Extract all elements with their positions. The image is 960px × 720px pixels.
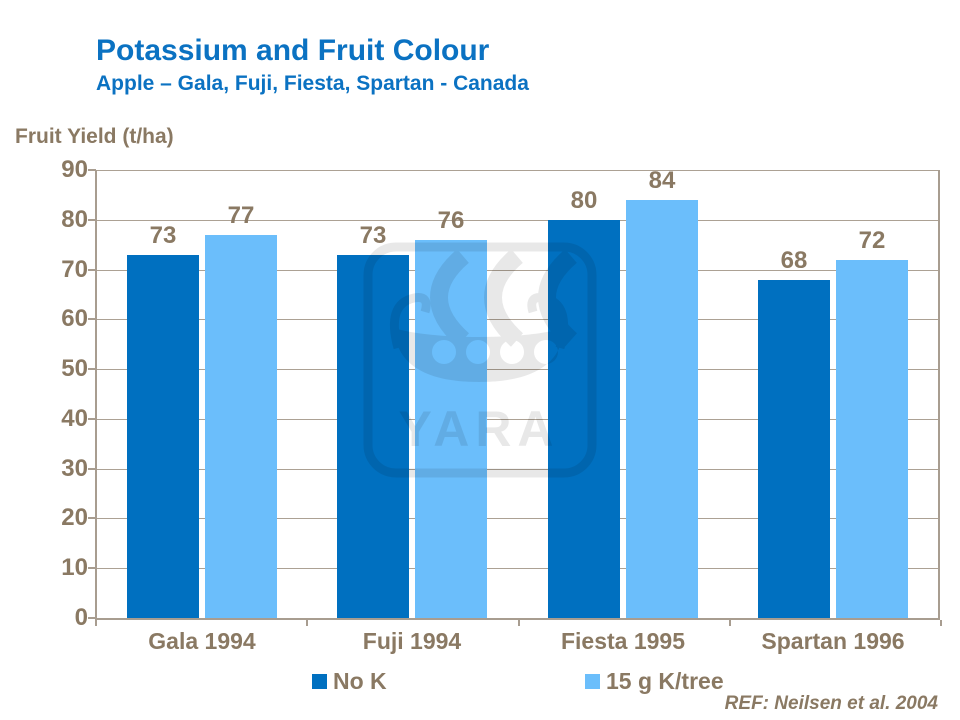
- gridline-50: [97, 369, 938, 370]
- legend-swatch-1: [312, 674, 327, 689]
- chart-title: Potassium and Fruit Colour: [96, 34, 490, 67]
- y-tick-label-50: 50: [61, 355, 88, 382]
- category-label-3: Fiesta 1995: [560, 628, 686, 654]
- y-tick-label-80: 80: [61, 206, 88, 233]
- plot-right-border: [938, 170, 940, 620]
- bar-value-label: 77: [227, 202, 255, 229]
- legend-swatch-2: [585, 674, 600, 689]
- x-axis-tick-1: [306, 620, 308, 626]
- yara-logo-watermark-icon: YARA: [363, 242, 597, 478]
- bar-value-label: 68: [780, 247, 808, 274]
- y-axis-tick-90: [88, 169, 96, 171]
- y-axis-line: [95, 170, 97, 620]
- y-axis-tick-0: [88, 617, 96, 619]
- y-axis-title: Fruit Yield (t/ha): [15, 125, 174, 148]
- y-axis-tick-40: [88, 418, 96, 420]
- y-axis-tick-20: [88, 517, 96, 519]
- bar-15-g-k-tree-3: [626, 200, 698, 618]
- bar-value-label: 76: [437, 207, 465, 234]
- bar-value-label: 73: [359, 222, 387, 249]
- bar-no-k-3: [548, 220, 620, 618]
- bar-15-g-k-tree-2: [415, 240, 487, 618]
- y-axis-tick-10: [88, 567, 96, 569]
- y-axis-tick-80: [88, 219, 96, 221]
- category-label-4: Spartan 1996: [761, 628, 905, 654]
- bar-value-label: 84: [648, 167, 676, 194]
- gridline-70: [97, 270, 938, 271]
- x-axis-tick-0: [95, 620, 97, 626]
- bar-value-label: 80: [570, 187, 598, 214]
- bar-value-label: 73: [149, 222, 177, 249]
- x-axis-tick-4: [940, 620, 942, 626]
- bar-no-k-1: [127, 255, 199, 618]
- y-tick-label-30: 30: [61, 455, 88, 482]
- y-axis-tick-60: [88, 318, 96, 320]
- legend-label-2: 15 g K/tree: [606, 668, 724, 694]
- gridline-10: [97, 568, 938, 569]
- category-label-2: Fuji 1994: [362, 628, 462, 654]
- gridline-40: [97, 419, 938, 420]
- y-tick-label-20: 20: [61, 504, 88, 531]
- gridline-60: [97, 319, 938, 320]
- reference-text: REF: Neilsen et al. 2004: [724, 693, 938, 714]
- gridline-90: [97, 170, 938, 171]
- gridline-20: [97, 518, 938, 519]
- y-tick-label-10: 10: [61, 554, 88, 581]
- bar-15-g-k-tree-4: [836, 260, 908, 618]
- gridline-30: [97, 469, 938, 470]
- bar-no-k-4: [758, 280, 830, 618]
- x-axis-tick-3: [729, 620, 731, 626]
- y-tick-label-40: 40: [61, 405, 88, 432]
- x-axis-line: [95, 618, 940, 620]
- y-tick-label-60: 60: [61, 305, 88, 332]
- y-tick-label-90: 90: [61, 156, 88, 183]
- category-label-1: Gala 1994: [148, 628, 256, 654]
- x-axis-tick-2: [518, 620, 520, 626]
- bar-value-label: 72: [858, 227, 886, 254]
- y-axis-tick-70: [88, 269, 96, 271]
- chart-subtitle: Apple – Gala, Fuji, Fiesta, Spartan - Ca…: [96, 72, 529, 95]
- y-tick-label-70: 70: [61, 256, 88, 283]
- svg-text:YARA: YARA: [398, 401, 559, 457]
- legend-label-1: No K: [333, 668, 387, 694]
- y-axis-tick-30: [88, 468, 96, 470]
- bar-no-k-2: [337, 255, 409, 618]
- gridline-80: [97, 220, 938, 221]
- bar-15-g-k-tree-1: [205, 235, 277, 618]
- y-tick-label-0: 0: [74, 604, 88, 631]
- y-axis-tick-50: [88, 368, 96, 370]
